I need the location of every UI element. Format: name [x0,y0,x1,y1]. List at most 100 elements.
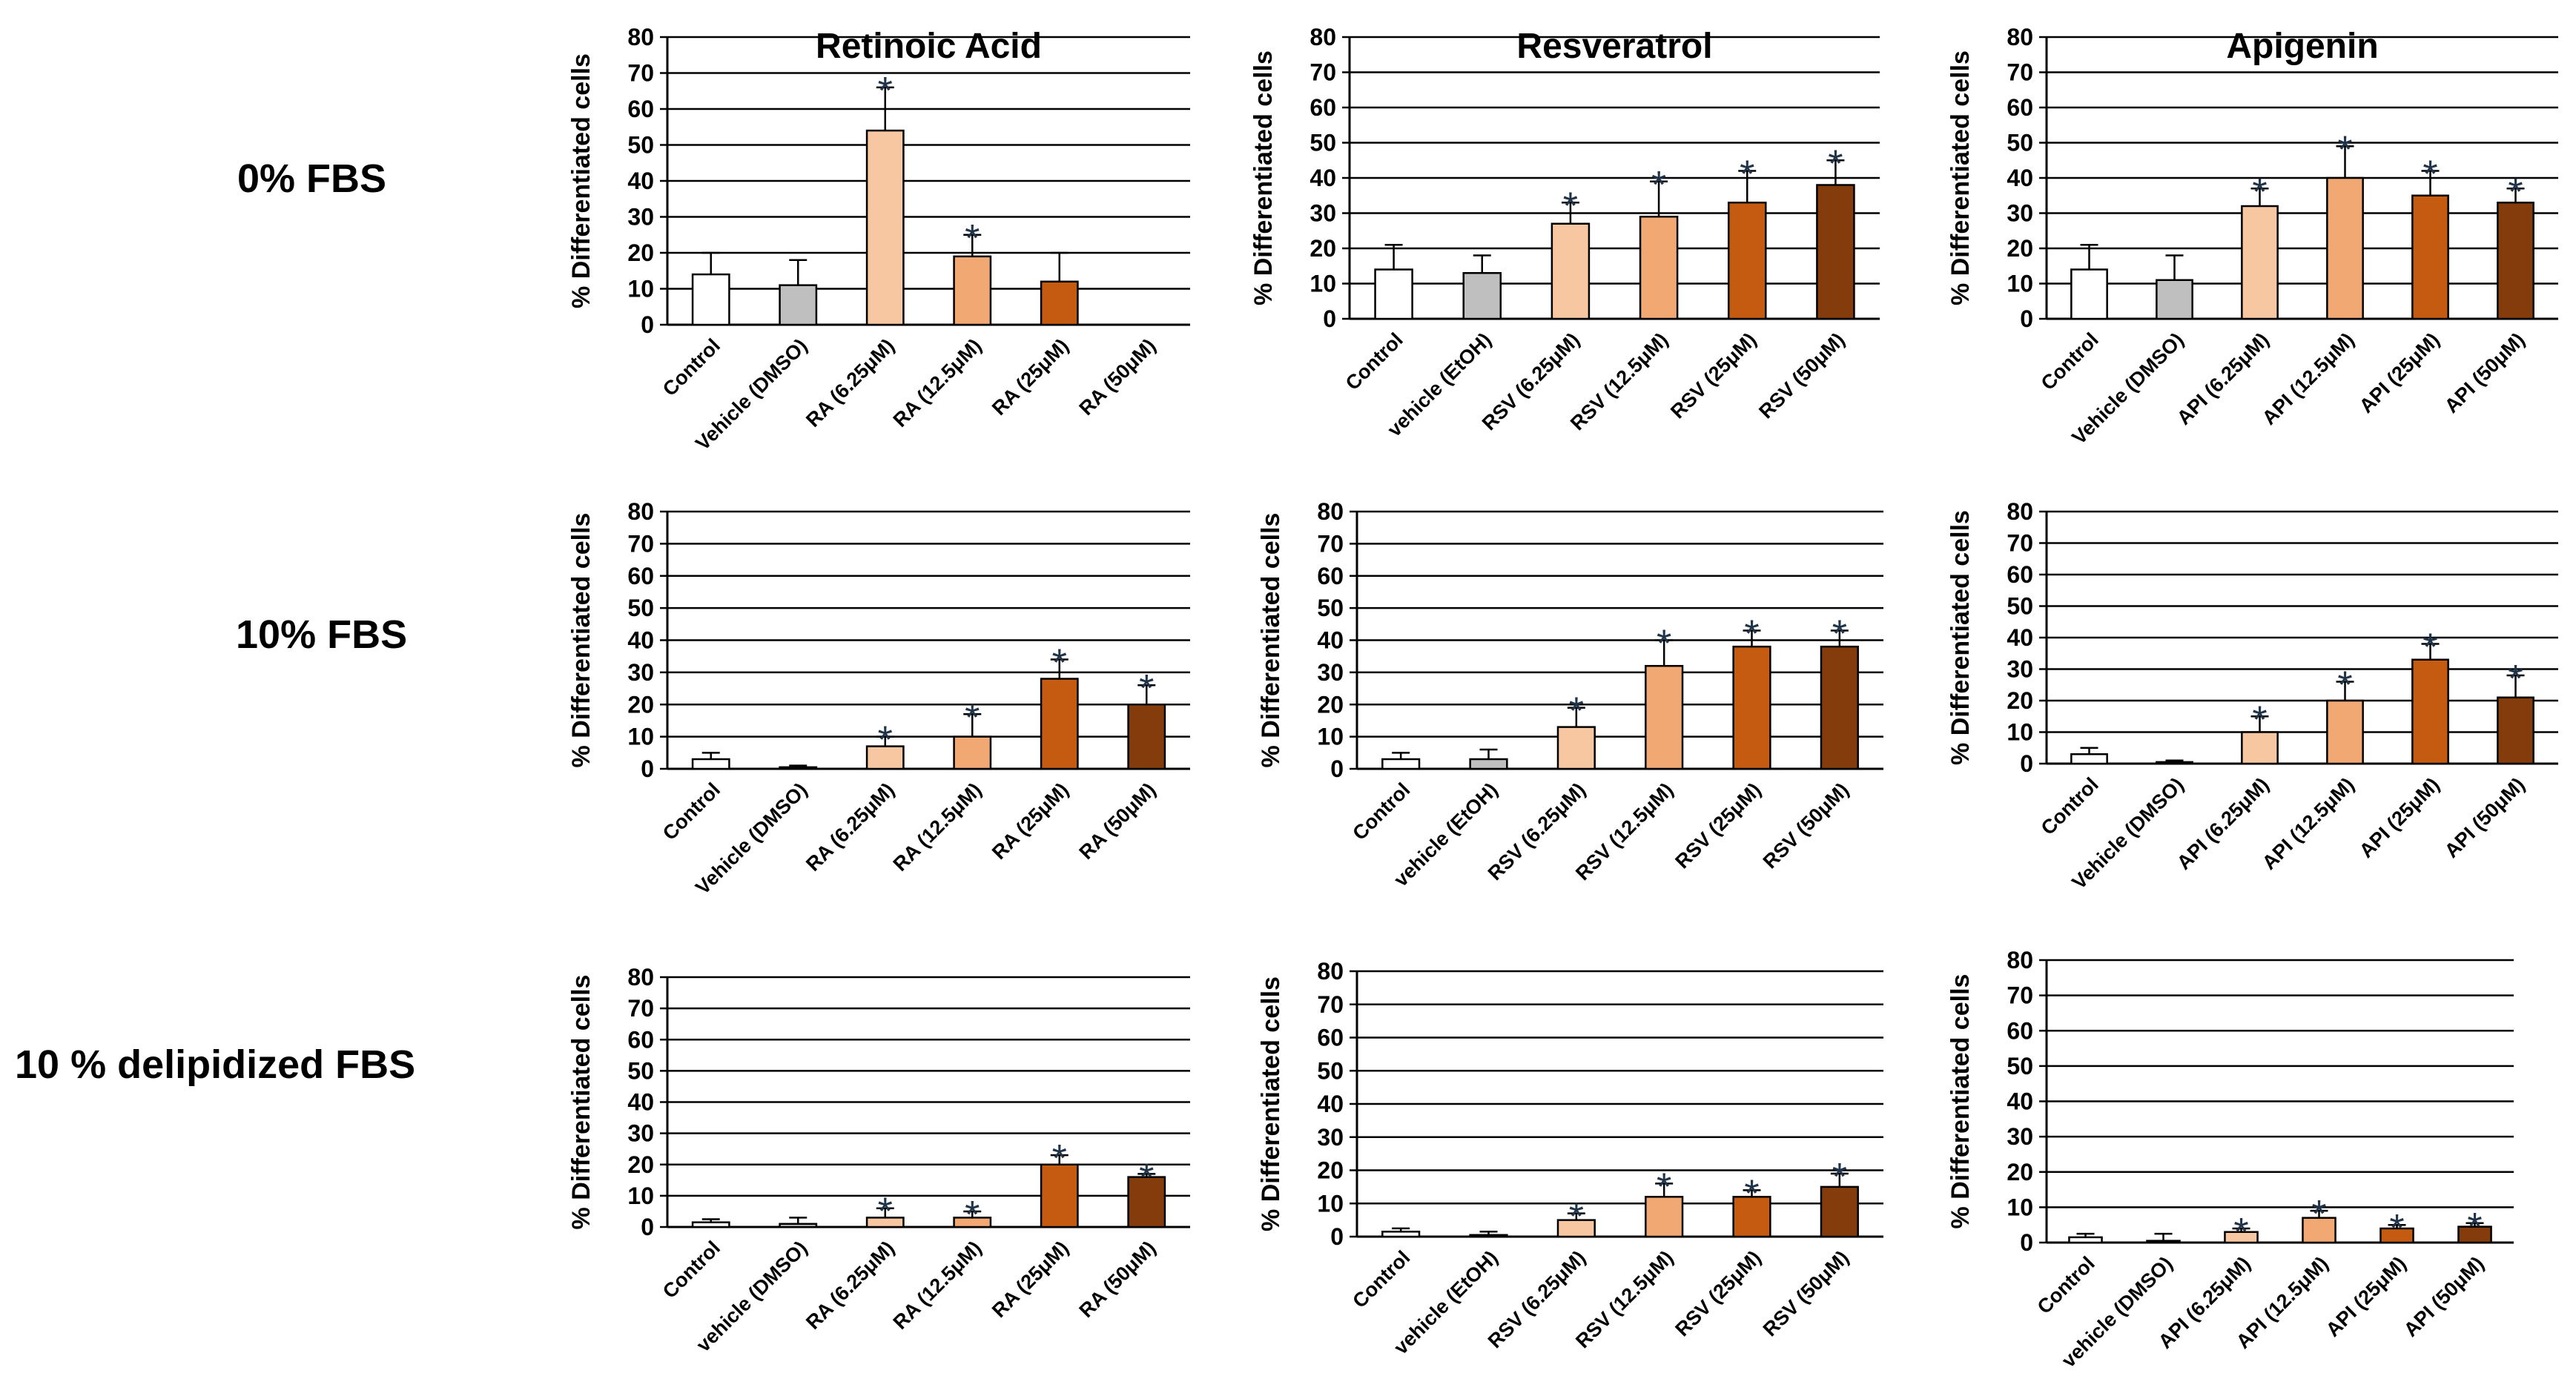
panel-7-bar [691,1221,730,1228]
panel-1-bar [691,273,730,326]
panel-6-ytick-label: 70 [2007,530,2033,557]
panel-1-bar [1040,280,1079,326]
panel-6-bar [2411,658,2449,765]
panel-9-ytick-label: 30 [2007,1123,2033,1150]
panel-1-ytick-label: 50 [627,132,654,159]
panel-7-ytick-label: 0 [641,1214,654,1240]
panel-6-ytick-label: 30 [2007,656,2033,683]
panel-4-category-label: RA (12.5μM) [889,778,986,876]
panel-9-category-label: API (25μM) [2322,1252,2411,1341]
panel-5-bar [1820,645,1859,770]
panel-7-bar [779,1223,818,1228]
panel-8-category-label: RSV (25μM) [1671,1246,1765,1340]
panel-2-title: Resveratrol [1516,27,1712,66]
panel-7-ytick-label: 60 [627,1026,654,1053]
panel-3-bar [2326,176,2364,320]
panel-8-significance-star: * [1744,1172,1759,1215]
panel-1-category-label: RA (50μM) [1075,334,1160,420]
panel-3-bar [2156,279,2193,320]
panel-6-ytick-label: 50 [2007,593,2033,620]
panel-6-category-label: API (25μM) [2355,773,2444,862]
panel-8-bar [1645,1196,1684,1238]
panel-4-ytick-label: 20 [627,691,654,718]
panel-4-category-label: RA (50μM) [1075,778,1160,864]
panel-3-category-label: Control [2037,328,2103,394]
panel-8-ytick-label: 0 [1330,1223,1344,1250]
panel-3-ytick-label: 30 [2007,200,2033,227]
panel-6-significance-star: * [2423,626,2437,669]
panel-8-significance-star: * [1569,1196,1584,1239]
panel-9-ytick-label: 70 [2007,982,2033,1009]
panel-2-ytick-label: 20 [1310,235,1336,262]
panel-6-ytick-label: 40 [2007,624,2033,651]
panel-1-ytick-label: 20 [627,239,654,266]
panel-8-bar [1469,1234,1508,1238]
panel-1-category-label: RA (12.5μM) [889,334,986,431]
panel-7-ytick-label: 10 [627,1183,654,1209]
panel-7-ytick-label: 30 [627,1120,654,1147]
panel-5-ytick-label: 80 [1317,498,1344,525]
panel-2-bar [1816,184,1855,320]
panel-5-bar [1732,645,1771,770]
panel-4-bar [1127,704,1166,770]
panel-7-category-label: RA (6.25μM) [802,1237,899,1334]
panel-5-ytick-label: 30 [1317,659,1344,686]
panel-3-ytick-label: 60 [2007,94,2033,121]
panel-4-ylabel: % Differentiated cells [567,513,595,768]
panel-9-significance-star: * [2233,1211,2248,1254]
panel-7-significance-star: * [1052,1137,1067,1180]
panel-9-ytick-label: 50 [2007,1053,2033,1079]
panel-2-bar [1462,272,1502,320]
panel-5-ytick-label: 20 [1317,691,1344,718]
panel-4-ytick-label: 60 [627,563,654,589]
panel-9-ytick-label: 10 [2007,1194,2033,1220]
panel-3-significance-star: * [2337,128,2352,171]
panel-4-significance-star: * [1052,642,1067,685]
panel-3-title: Apigenin [2226,27,2378,66]
panel-1-bar [779,284,818,326]
panel-2-ytick-label: 70 [1310,59,1336,86]
panel-3-bar [2070,268,2108,320]
panel-6-significance-star: * [2508,658,2523,701]
panel-4-ytick-label: 50 [627,595,654,621]
panel-2-category-label: RSV (50μM) [1754,328,1849,423]
panel-3-ytick-label: 50 [2007,130,2033,156]
panel-1-ylabel: % Differentiated cells [567,53,595,308]
panel-3-bar [2497,202,2534,320]
panel-5-bar [1556,726,1596,770]
panel-8-significance-star: * [1657,1165,1671,1208]
panel-2-bar [1639,216,1679,320]
panel-6-ytick-label: 80 [2007,498,2033,525]
panel-1-ytick-label: 30 [627,204,654,231]
panel-9-bar [2302,1217,2336,1244]
panel-1-ytick-label: 0 [641,311,654,338]
panel-8-ytick-label: 40 [1317,1091,1344,1117]
panel-4-ytick-label: 10 [627,724,654,750]
panel-6-bar [2070,753,2108,765]
panel-5-ylabel: % Differentiated cells [1257,513,1285,768]
panel-4-ytick-label: 70 [627,530,654,557]
panel-4-bar [691,758,730,770]
panel-9-ytick-label: 0 [2020,1229,2033,1256]
panel-5-category-label: Control [1348,778,1414,844]
panel-4-bar [1040,678,1079,770]
panel-2-ytick-label: 30 [1310,200,1336,227]
panel-8-ytick-label: 10 [1317,1190,1344,1217]
panel-2-ytick-label: 10 [1310,271,1336,297]
panel-2-significance-star: * [1828,142,1843,185]
panel-8-ytick-label: 30 [1317,1124,1344,1151]
panel-8-ylabel: % Differentiated cells [1257,976,1285,1231]
panel-8-category-label: RSV (50μM) [1759,1246,1853,1340]
panel-2-significance-star: * [1563,185,1578,228]
panel-4-ytick-label: 40 [627,627,654,654]
panel-2-category-label: Control [1341,328,1407,394]
panel-3-bar [2241,205,2279,320]
panel-8-significance-star: * [1832,1156,1847,1199]
panel-4-significance-star: * [1139,667,1154,710]
panel-7-bar [1127,1176,1166,1228]
panel-5-category-label: RSV (25μM) [1671,778,1765,873]
panel-2-category-label: RSV (25μM) [1666,328,1760,423]
panel-5-significance-star: * [1569,690,1584,733]
panel-5-significance-star: * [1832,612,1847,655]
panel-7-significance-star: * [878,1191,893,1234]
